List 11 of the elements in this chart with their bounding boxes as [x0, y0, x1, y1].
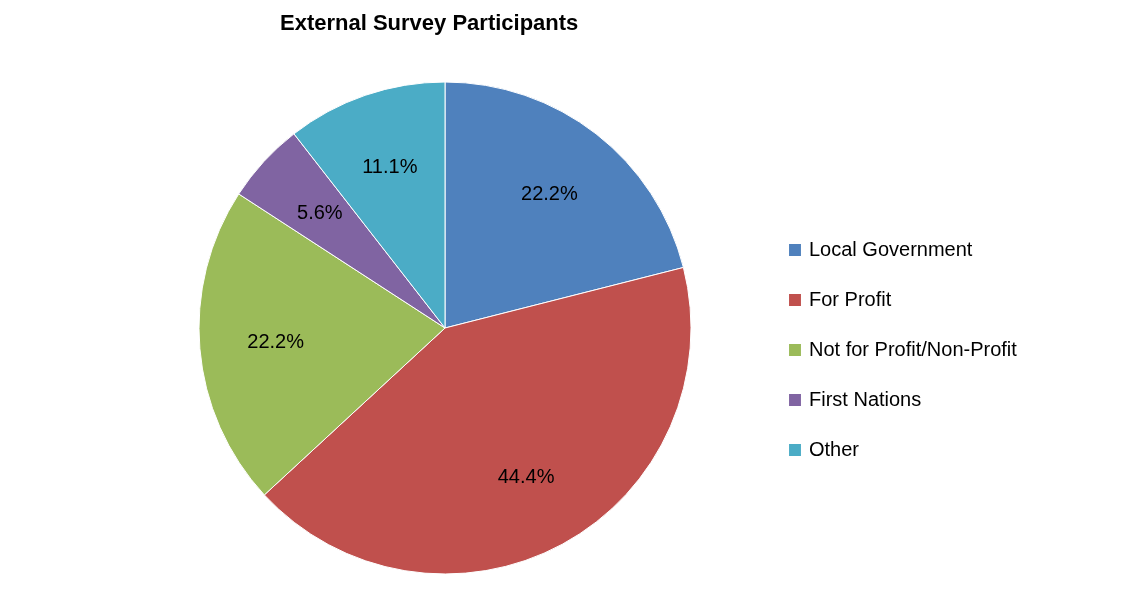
data-label: 22.2% — [247, 330, 305, 353]
data-label: 22.2% — [521, 181, 578, 204]
data-label: 5.6% — [297, 201, 343, 223]
chart-title: External Survey Participants — [280, 10, 579, 35]
legend-label: Not for Profit/Non-Profit — [809, 338, 1018, 360]
legend-label: First Nations — [809, 388, 922, 410]
legend-label: For Profit — [809, 288, 892, 310]
legend-label: Local Government — [809, 238, 973, 260]
data-label: 11.1% — [362, 155, 418, 178]
legend-label: Other — [809, 438, 860, 460]
data-label: 44.4% — [497, 465, 555, 488]
